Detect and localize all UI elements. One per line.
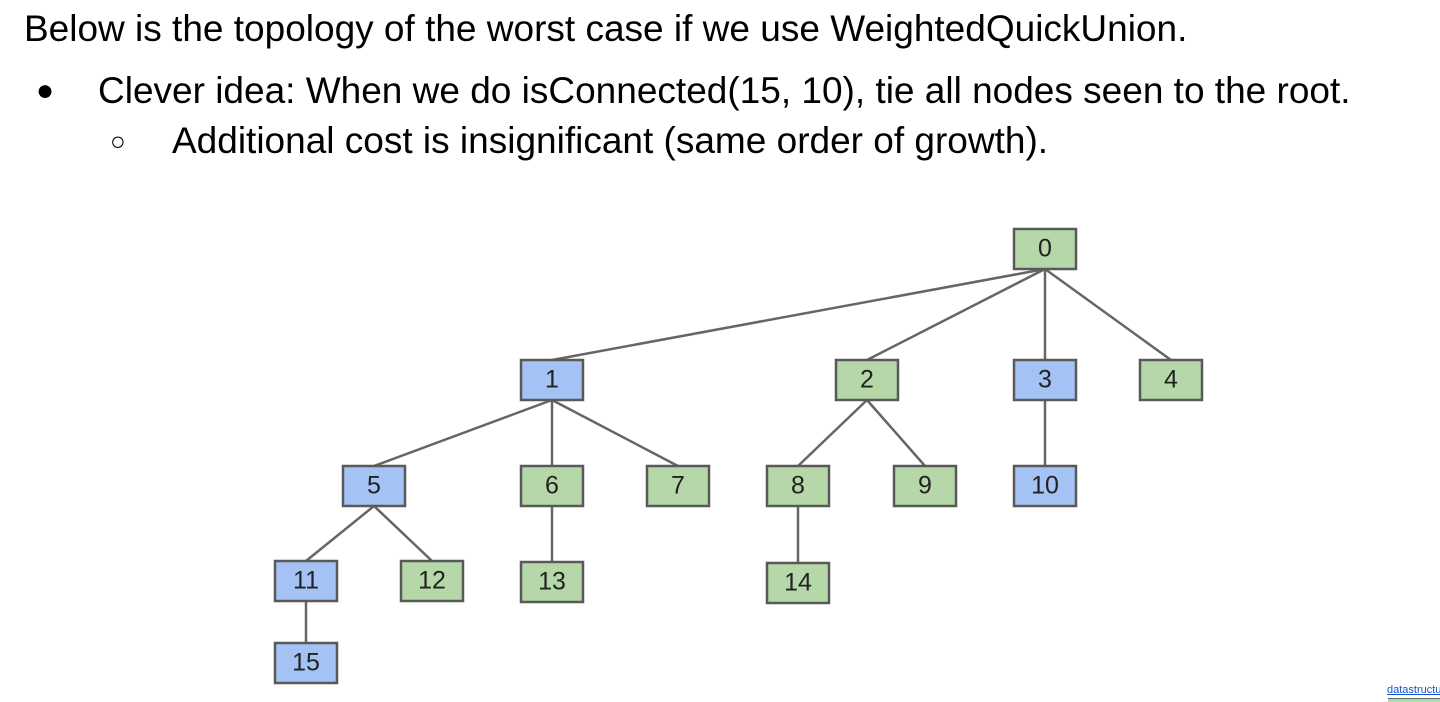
tree-node-box (1012, 464, 1078, 508)
footer-link[interactable]: datastructur.es (1387, 684, 1440, 696)
tree-node-label: 7 (671, 472, 685, 500)
tree-node-11: 11 (273, 559, 339, 603)
tree-node-label: 15 (292, 649, 320, 677)
tree-node-8: 8 (765, 464, 831, 508)
tree-node-label: 9 (918, 472, 932, 500)
tree-node-2: 2 (834, 358, 900, 402)
tree-node-9: 9 (892, 464, 958, 508)
tree-node-box (1012, 227, 1078, 271)
tree-node-7: 7 (645, 464, 711, 508)
tree-node-12: 12 (399, 559, 465, 603)
tree-node-6: 6 (519, 464, 585, 508)
tree-node-box (273, 641, 339, 685)
bullet-text: Clever idea: When we do isConnected(15, … (98, 70, 1351, 111)
tree-edge-0-4 (1044, 267, 1172, 362)
tree-node-box (399, 559, 465, 603)
tree-node-15: 15 (273, 641, 339, 685)
tree-edge-0-1 (551, 267, 1046, 362)
tree-node-label: 14 (784, 569, 812, 597)
tree-node-label: 1 (545, 366, 559, 394)
bullet-clever-idea: ● Clever idea: When we do isConnected(15,… (36, 68, 1351, 114)
tree-node-box (765, 464, 831, 508)
sub-bullet-text: Additional cost is insignificant (same o… (172, 120, 1049, 161)
tree-node-label: 4 (1164, 366, 1178, 394)
tree-node-box (519, 464, 585, 508)
sub-bullet-additional-cost: ○ Additional cost is insignificant (same … (110, 118, 1048, 164)
tree-node-box (765, 561, 831, 605)
tree-node-box (834, 358, 900, 402)
tree-node-box (341, 464, 407, 508)
tree-node-box (519, 358, 585, 402)
tree-node-label: 0 (1038, 235, 1052, 263)
tree-node-1: 1 (519, 358, 585, 402)
tree-node-0: 0 (1012, 227, 1078, 271)
slide-heading: Below is the topology of the worst case … (24, 8, 1188, 49)
tree-node-3: 3 (1012, 358, 1078, 402)
tree-node-label: 6 (545, 472, 559, 500)
tree-node-label: 10 (1031, 472, 1059, 500)
tree-node-box (519, 560, 585, 604)
tree-node-label: 8 (791, 472, 805, 500)
tree-edge-2-8 (797, 399, 868, 467)
tree-node-10: 10 (1012, 464, 1078, 508)
footer-thumbnail (1388, 698, 1440, 702)
tree-node-label: 3 (1038, 366, 1052, 394)
tree-edge-5-11 (305, 505, 375, 562)
tree-node-box (1138, 358, 1204, 402)
tree-node-box (645, 464, 711, 508)
tree-edge-1-5 (373, 398, 553, 468)
bullet-circle-icon: ○ (110, 126, 126, 156)
tree-node-box (273, 559, 339, 603)
tree-edge-2-9 (866, 399, 926, 467)
tree-node-label: 12 (418, 567, 446, 595)
tree-edges (304, 267, 1172, 643)
tree-node-5: 5 (341, 464, 407, 508)
tree-node-14: 14 (765, 561, 831, 605)
tree-node-13: 13 (519, 560, 585, 604)
tree-node-label: 11 (293, 567, 319, 595)
tree-node-box (892, 464, 958, 508)
bullet-dot-icon: ● (36, 74, 55, 107)
tree-edge-0-2 (866, 267, 1046, 362)
tree-node-label: 2 (860, 366, 874, 394)
tree-node-box (1012, 358, 1078, 402)
tree-edge-1-7 (551, 398, 679, 468)
tree-edge-5-12 (373, 505, 433, 562)
tree-node-label: 5 (367, 472, 381, 500)
tree-node-4: 4 (1138, 358, 1204, 402)
tree-node-label: 13 (538, 568, 566, 596)
